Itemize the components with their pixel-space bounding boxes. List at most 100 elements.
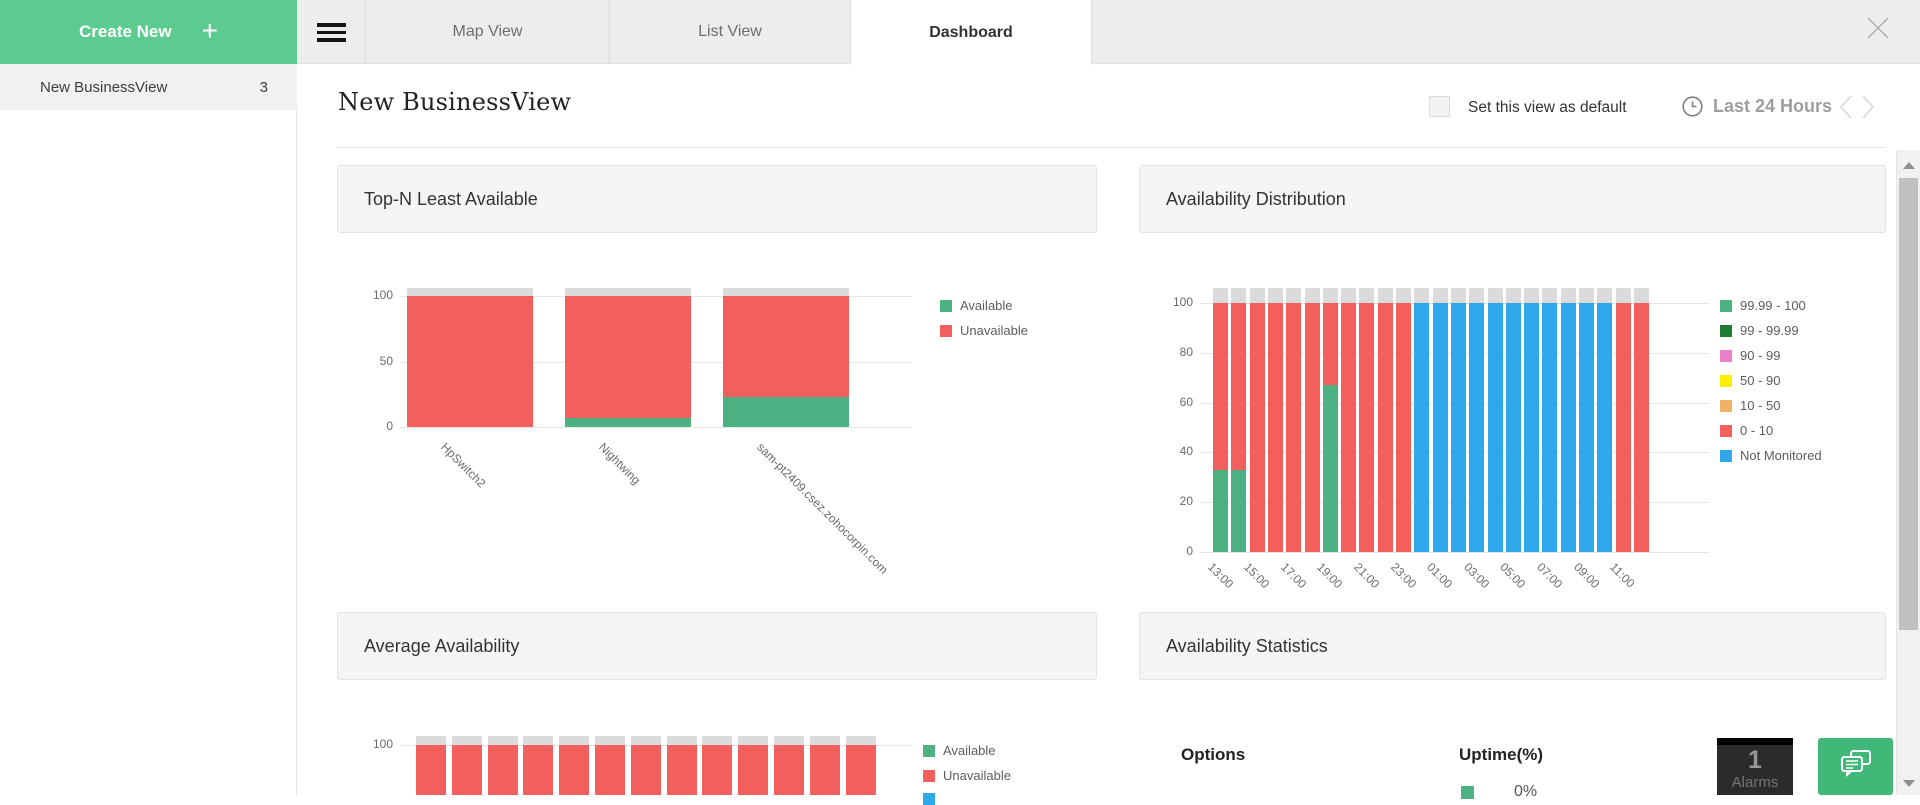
legend-item[interactable]: Available xyxy=(940,298,1013,313)
bar-segment-not-monitored xyxy=(1469,303,1485,552)
bar-segment-0-10 xyxy=(1304,303,1320,552)
bar-cap xyxy=(559,736,590,745)
create-new-label: Create New xyxy=(79,22,172,41)
bar-cap xyxy=(1597,288,1613,303)
bar-cap xyxy=(1615,288,1631,303)
clock-icon[interactable] xyxy=(1681,95,1704,118)
legend-item[interactable]: Unavailable xyxy=(940,323,1028,338)
scrollbar-up-arrow-icon[interactable] xyxy=(1903,162,1915,169)
bar-cap xyxy=(523,736,554,745)
close-icon[interactable] xyxy=(1864,14,1892,42)
legend-swatch xyxy=(1720,374,1732,387)
x-axis-tick-label: 13:00 xyxy=(1204,560,1236,592)
chat-button[interactable] xyxy=(1818,738,1893,795)
bar-cap xyxy=(1213,288,1228,303)
bar-cap xyxy=(666,736,697,745)
y-axis-tick-label: 100 xyxy=(372,288,393,302)
legend-item[interactable]: 50 - 90 xyxy=(1720,373,1780,388)
page-title: New BusinessView xyxy=(338,88,572,116)
bar-cap xyxy=(1304,288,1320,303)
alarms-badge-strip xyxy=(1717,738,1793,745)
sidebar-item-new-businessview[interactable]: New BusinessView 3 xyxy=(0,64,297,110)
bar-cap xyxy=(487,736,518,745)
toolbar-separator xyxy=(337,147,1886,148)
set-default-checkbox[interactable] xyxy=(1429,96,1450,117)
chart-average-availability: 100 Available Unavailable xyxy=(337,680,1097,795)
x-axis-tick-label: 15:00 xyxy=(1241,560,1273,592)
legend-item[interactable]: 0 - 10 xyxy=(1720,423,1773,438)
bar-segment-0-10 xyxy=(1249,303,1265,552)
legend-item[interactable]: Not Monitored xyxy=(1720,448,1822,463)
bar-segment-not-monitored xyxy=(1560,303,1576,552)
bar-cap xyxy=(1414,288,1430,303)
x-axis-tick-label: 03:00 xyxy=(1460,560,1492,592)
y-axis-tick-label: 100 xyxy=(1172,295,1193,309)
create-new-button[interactable]: Create New + xyxy=(0,0,297,64)
bar-segment-unavailable xyxy=(487,745,518,795)
x-axis-tick-label: sam-pt2409.csez.zohocorpin.com xyxy=(754,440,891,577)
alarms-badge[interactable]: 1 Alarms xyxy=(1717,738,1793,795)
scrollbar-down-arrow-icon[interactable] xyxy=(1903,780,1915,787)
bar-segment-unavailable xyxy=(565,296,691,418)
bar-segment-99-99-100 xyxy=(1322,385,1338,552)
bar-segment-unavailable xyxy=(666,745,697,795)
bar-cap xyxy=(595,736,625,745)
scrollbar[interactable] xyxy=(1896,150,1920,795)
bar-cap xyxy=(1524,288,1540,303)
bar-cap xyxy=(1579,288,1594,303)
legend-swatch xyxy=(1720,449,1732,462)
bar-cap xyxy=(1450,288,1466,303)
bar-segment-unavailable xyxy=(595,745,625,795)
legend-swatch xyxy=(1720,399,1732,412)
scrollbar-thumb[interactable] xyxy=(1899,178,1918,630)
chevron-left-icon[interactable] xyxy=(1838,94,1853,120)
legend-label: 99.99 - 100 xyxy=(1740,298,1806,313)
time-range-selector[interactable]: Last 24 Hours xyxy=(1713,96,1833,116)
alarms-count: 1 xyxy=(1748,746,1762,774)
legend-label: Not Monitored xyxy=(1740,448,1822,463)
bar-segment-0-10 xyxy=(1267,303,1283,552)
x-axis-tick-label: 01:00 xyxy=(1424,560,1456,592)
bar-cap xyxy=(1633,288,1649,303)
y-axis-tick-label: 80 xyxy=(1179,344,1193,359)
legend-item[interactable]: 99.99 - 100 xyxy=(1720,298,1806,313)
legend-label: Unavailable xyxy=(943,768,1011,783)
bar-segment-99-99-100 xyxy=(1231,469,1247,552)
bar-cap xyxy=(1341,288,1357,303)
bar-segment-not-monitored xyxy=(1524,303,1540,552)
sidebar-item-label: New BusinessView xyxy=(40,78,168,96)
chevron-right-icon[interactable] xyxy=(1861,94,1876,120)
bar-cap xyxy=(565,288,691,296)
panel-header-stats: Availability Statistics xyxy=(1139,612,1886,680)
tab-list-view[interactable]: List View xyxy=(609,0,850,64)
bar-segment-0-10 xyxy=(1341,303,1357,552)
legend-item[interactable]: Unavailable xyxy=(923,768,1011,783)
sidebar-item-count: 3 xyxy=(259,78,268,96)
tab-map-view-label: Map View xyxy=(452,23,523,40)
legend-item[interactable]: Available xyxy=(923,743,996,758)
bar-cap xyxy=(1377,288,1393,303)
bar-segment-not-monitored xyxy=(1542,303,1558,552)
bar-cap xyxy=(774,736,804,745)
chart-topn-least-available: 0 50 100 HpSwitch2 Nightwing sam-pt2409.csez.… xyxy=(337,233,1097,612)
menu-icon[interactable] xyxy=(317,23,346,42)
bar-cap xyxy=(1560,288,1576,303)
legend-item[interactable]: 99 - 99.99 xyxy=(1720,323,1799,338)
panel-header-average: Average Availability xyxy=(337,612,1097,680)
y-axis-tick-label: 40 xyxy=(1179,444,1193,459)
legend-item[interactable]: 10 - 50 xyxy=(1720,398,1780,413)
legend-label: 99 - 99.99 xyxy=(1740,323,1799,338)
y-axis-tick-label: 50 xyxy=(379,353,393,368)
legend-item[interactable]: 90 - 99 xyxy=(1720,348,1780,363)
bar-cap xyxy=(1396,288,1411,303)
bar-segment-not-monitored xyxy=(1505,303,1521,552)
bar-cap xyxy=(1267,288,1283,303)
tab-dashboard[interactable]: Dashboard xyxy=(850,0,1092,65)
bar-segment-not-monitored xyxy=(1414,303,1430,552)
legend-label: Available xyxy=(943,743,996,758)
gridline xyxy=(400,427,912,428)
bar-segment-unavailable xyxy=(774,745,804,795)
panel-header-distribution: Availability Distribution xyxy=(1139,165,1886,233)
tab-map-view[interactable]: Map View xyxy=(365,0,609,64)
bar-segment-unavailable xyxy=(723,296,849,397)
